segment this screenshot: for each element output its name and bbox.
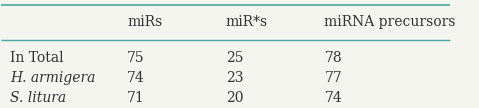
- Text: 20: 20: [226, 91, 243, 105]
- Text: 78: 78: [324, 51, 342, 65]
- Text: 75: 75: [127, 51, 145, 65]
- Text: miRs: miRs: [127, 15, 162, 29]
- Text: 71: 71: [127, 91, 145, 105]
- Text: 74: 74: [127, 71, 145, 85]
- Text: miR*s: miR*s: [226, 15, 268, 29]
- Text: 77: 77: [324, 71, 342, 85]
- Text: miRNA precursors: miRNA precursors: [324, 15, 456, 29]
- Text: S. litura: S. litura: [11, 91, 67, 105]
- Text: In Total: In Total: [11, 51, 64, 65]
- Text: 23: 23: [226, 71, 243, 85]
- Text: H. armigera: H. armigera: [11, 71, 96, 85]
- Text: 74: 74: [324, 91, 342, 105]
- Text: 25: 25: [226, 51, 243, 65]
